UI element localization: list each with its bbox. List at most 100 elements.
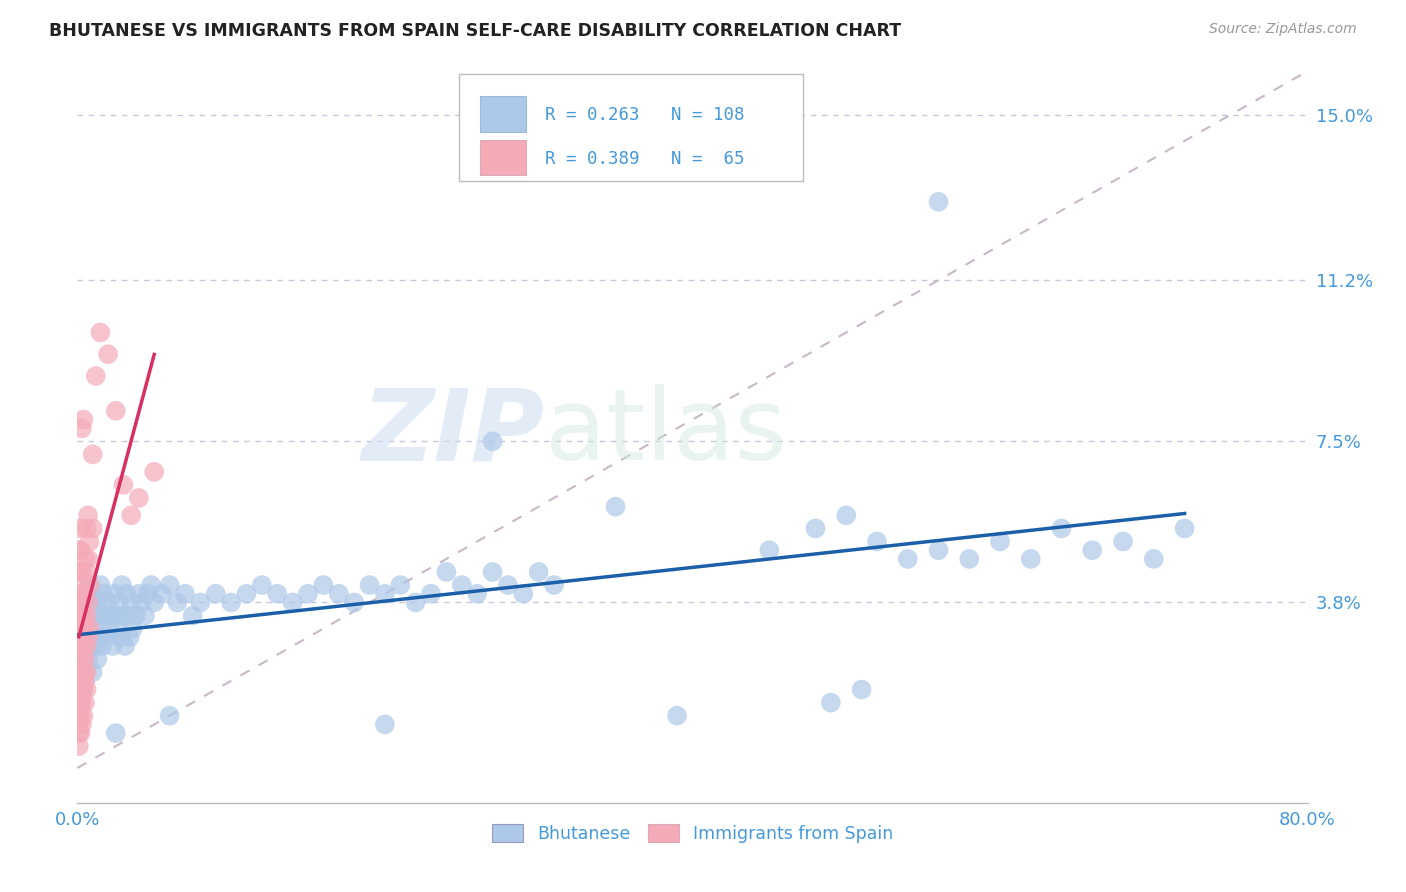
Point [988,534,1011,549]
Point [80,608,103,623]
Point [84,639,107,653]
Point [465,587,488,601]
Point [1112,534,1135,549]
Point [328,587,350,601]
Point [112,478,135,492]
Point [89,326,111,340]
Point [481,565,503,579]
Point [121,622,143,636]
Point [72,630,94,644]
Point [104,404,127,418]
Point [118,630,141,644]
Point [72,708,94,723]
Point [928,194,950,209]
Point [70,622,93,636]
Point [79,578,101,592]
Point [481,434,503,449]
Point [104,608,127,623]
Point [108,595,131,609]
Point [76,682,98,697]
Point [72,682,94,697]
Point [87,595,110,609]
Point [82,665,104,680]
Point [70,652,93,666]
Point [110,630,132,644]
Point [250,578,273,592]
Point [67,717,90,731]
Point [98,622,121,636]
Point [105,622,128,636]
FancyBboxPatch shape [458,73,803,181]
Point [69,521,91,535]
Point [1174,521,1197,535]
Point [436,565,458,579]
Point [80,595,103,609]
Point [73,652,96,666]
Point [114,639,136,653]
Point [90,639,114,653]
Point [73,673,96,688]
Point [120,508,142,523]
Point [67,630,90,644]
Point [67,622,90,636]
Point [111,578,134,592]
Point [70,622,93,636]
Point [605,500,627,514]
Point [100,608,122,623]
Point [70,673,93,688]
Point [204,587,226,601]
Bar [479,96,526,131]
Point [67,652,90,666]
Point [758,543,780,558]
Point [77,652,100,666]
Point [76,639,98,653]
Point [76,665,98,680]
Point [70,652,93,666]
Point [69,587,91,601]
Point [79,622,101,636]
Point [82,447,104,461]
Point [104,726,127,740]
Point [70,696,93,710]
Point [543,578,565,592]
Point [69,665,91,680]
Point [69,696,91,710]
Point [69,543,91,558]
Point [405,595,427,609]
Point [77,552,100,566]
Point [73,587,96,601]
Point [70,682,93,697]
Point [928,543,950,558]
Point [69,682,91,697]
Point [94,608,117,623]
Point [72,608,94,623]
Point [77,595,100,609]
Point [72,665,94,680]
Bar [479,140,526,176]
Point [77,630,100,644]
Point [69,608,91,623]
Point [343,595,366,609]
Point [69,708,91,723]
Point [235,587,257,601]
Point [72,639,94,653]
Point [97,595,120,609]
Point [125,608,148,623]
Point [86,652,108,666]
Point [76,521,98,535]
Point [115,587,138,601]
Point [70,421,93,435]
Point [128,587,150,601]
Point [82,630,104,644]
Point [72,665,94,680]
Point [188,595,212,609]
Text: Source: ZipAtlas.com: Source: ZipAtlas.com [1209,22,1357,37]
Point [389,578,412,592]
Point [79,639,101,653]
Point [512,587,534,601]
Point [73,622,96,636]
Point [359,578,381,592]
Point [76,639,98,653]
Point [67,739,90,754]
Point [72,578,94,592]
